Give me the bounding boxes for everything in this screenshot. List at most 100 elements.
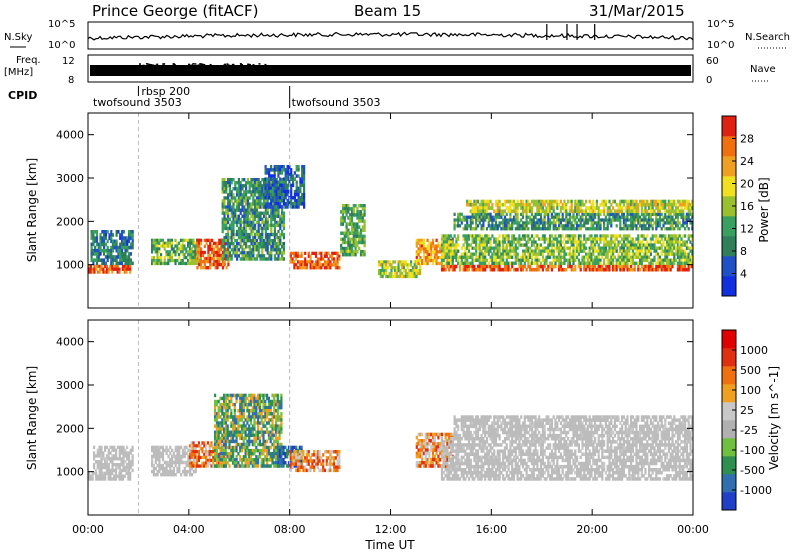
- echo-cell: [599, 246, 602, 250]
- echo-cell: [277, 239, 280, 243]
- echo-cell: [622, 199, 625, 204]
- echo-cell: [290, 186, 293, 191]
- echo-cell: [97, 242, 100, 247]
- echo-cell: [437, 250, 440, 254]
- echo-cell: [104, 261, 107, 266]
- echo-cell: [538, 209, 541, 214]
- echo-cell: [455, 224, 458, 228]
- echo-cell: [257, 211, 260, 215]
- noise-panel-frame: [87, 21, 694, 50]
- echo-cell: [126, 242, 129, 247]
- echo-cell: [592, 218, 595, 222]
- echo-cell: [424, 258, 427, 263]
- echo-cell: [282, 199, 285, 203]
- echo-cell: [394, 260, 397, 264]
- echo-cell: [268, 177, 271, 181]
- echo-cell: [520, 261, 523, 265]
- echo-cell: [259, 181, 262, 185]
- echo-cell: [361, 234, 364, 239]
- echo-cell: [301, 165, 304, 169]
- echo-cell: [218, 256, 221, 261]
- freq-scatter: [199, 63, 202, 65]
- echo-cell: [603, 218, 606, 222]
- echo-cell: [248, 205, 251, 209]
- echo-cell: [649, 237, 652, 241]
- power-colorbar-tick-label: 20: [740, 178, 754, 191]
- echo-cell: [574, 255, 577, 259]
- echo-cell: [232, 232, 235, 237]
- echo-cell: [165, 473, 168, 477]
- echo-cell: [212, 247, 215, 252]
- echo-cell: [122, 258, 125, 262]
- echo-cell: [113, 445, 116, 449]
- echo-cell: [277, 223, 280, 228]
- echo-cell: [270, 181, 273, 185]
- echo-cell: [181, 241, 184, 245]
- echo-cell: [261, 178, 264, 182]
- echo-cell: [543, 264, 546, 269]
- echo-cell: [88, 474, 91, 478]
- echo-cell: [572, 218, 575, 222]
- echo-cell: [349, 219, 352, 223]
- echo-cell: [291, 251, 294, 255]
- echo-cell: [203, 244, 206, 249]
- echo-cell: [466, 227, 469, 231]
- echo-cell: [277, 208, 280, 212]
- echo-cell: [431, 238, 435, 242]
- echo-cell: [246, 190, 249, 194]
- echo-cell: [559, 199, 562, 204]
- echo-cell: [279, 251, 282, 255]
- echo-cell: [430, 258, 433, 263]
- echo-cell: [293, 189, 296, 194]
- echo-cell: [356, 210, 359, 214]
- echo-cell: [676, 234, 679, 238]
- echo-cell: [507, 267, 510, 272]
- echo-cell: [509, 261, 512, 265]
- echo-cell: [444, 267, 447, 272]
- echo-cell: [539, 264, 543, 269]
- echo-cell: [91, 477, 94, 481]
- echo-cell: [653, 234, 656, 238]
- echo-cell: [646, 218, 649, 222]
- freq-scatter: [150, 64, 153, 66]
- echo-cell: [292, 196, 295, 200]
- echo-cell: [514, 246, 517, 250]
- echo-cell: [102, 474, 105, 478]
- echo-cell: [637, 237, 640, 241]
- echo-cell: [345, 210, 348, 214]
- echo-cell: [192, 447, 195, 451]
- echo-cell: [530, 218, 534, 222]
- echo-cell: [203, 444, 206, 448]
- echo-cell: [626, 215, 629, 219]
- echo-cell: [151, 445, 154, 450]
- echo-cell: [210, 450, 213, 454]
- echo-cell: [583, 221, 586, 225]
- echo-cell: [255, 196, 258, 200]
- echo-cell: [248, 235, 251, 240]
- echo-cell: [511, 249, 514, 253]
- echo-cell: [232, 178, 235, 182]
- echo-cell: [684, 221, 687, 225]
- echo-cell: [595, 224, 598, 228]
- echo-cell: [446, 243, 449, 247]
- echo-cell: [527, 199, 530, 204]
- echo-cell: [345, 222, 348, 226]
- echo-cell: [245, 211, 248, 215]
- echo-cell: [105, 454, 109, 458]
- echo-cell: [386, 260, 389, 264]
- echo-cell: [480, 261, 483, 265]
- echo-cell: [687, 202, 690, 207]
- echo-cell: [227, 242, 230, 246]
- echo-cell: [583, 202, 586, 207]
- echo-cell: [536, 267, 539, 272]
- echo-cell: [640, 218, 643, 222]
- echo-cell: [207, 238, 210, 243]
- echo-cell: [187, 241, 190, 245]
- echo-cell: [275, 199, 278, 203]
- freq-scatter: [201, 63, 204, 65]
- echo-cell: [637, 215, 640, 219]
- echo-cell: [223, 251, 226, 255]
- echo-cell: [225, 226, 228, 231]
- echo-cell: [505, 212, 508, 216]
- echo-cell: [236, 214, 239, 218]
